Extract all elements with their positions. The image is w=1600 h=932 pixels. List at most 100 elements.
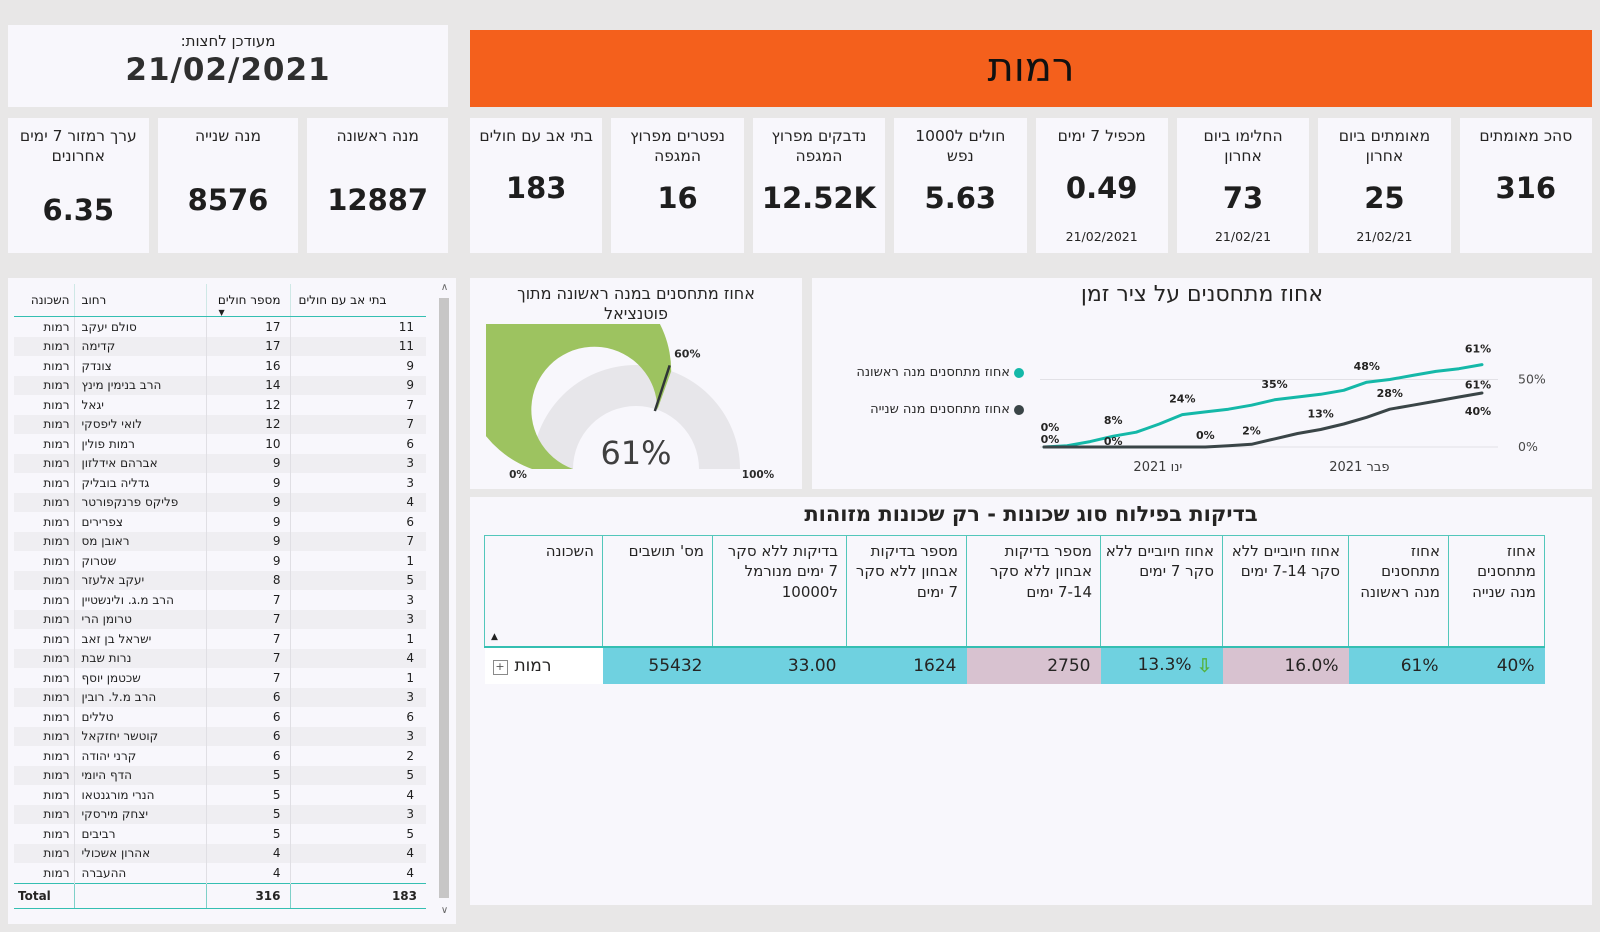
street-row[interactable]: רמות קוטשר יחזקאל 6 3	[14, 726, 426, 746]
street-row[interactable]: רמות קרני יהודה 6 2	[14, 746, 426, 766]
street-row[interactable]: רמות שטרוק 9 1	[14, 551, 426, 571]
street-cell: הנרי מורגנטאו	[73, 785, 206, 805]
streets-scrollbar[interactable]: ∧ ∨	[437, 282, 452, 916]
kpi-card-recovered-last-day[interactable]: החלימו ביום אחרון 73 21/02/21	[1176, 118, 1310, 253]
street-row[interactable]: רמות רמות פולין 10 6	[14, 434, 426, 454]
kpi-label: נדבקים מפרוץ המגפה	[771, 127, 867, 166]
street-row[interactable]: רמות שכטמן יוסף 7 1	[14, 668, 426, 688]
street-cell: 4	[289, 863, 426, 883]
scrollbar-thumb[interactable]	[439, 298, 449, 898]
col-header-first-dose-pct[interactable]: אחוז מתחסנים מנה ראשונה	[1348, 535, 1449, 648]
kpi-left-row: ערך רמזור 7 ימים אחרונים 6.35 מנה שנייה …	[8, 118, 449, 253]
street-cell: אהרון אשכולי	[73, 843, 206, 863]
col-header-neighborhood[interactable]: השכונה	[14, 284, 74, 317]
street-cell: 9	[289, 375, 426, 395]
timeline-chart-panel[interactable]: אחוז מתחסנים על ציר זמן אחוז מתחסנים מנה…	[812, 278, 1592, 489]
street-cell: 5	[205, 765, 290, 785]
updated-date: 21/02/2021	[125, 52, 331, 88]
street-cell: טרומן הרי	[73, 609, 206, 629]
street-row[interactable]: רמות נרות שבת 7 4	[14, 648, 426, 668]
street-cell: רמות	[43, 631, 70, 646]
kpi-subtext: 21/02/21	[1356, 229, 1413, 244]
street-cell: 5	[289, 765, 426, 785]
col-header-street[interactable]: רחוב	[73, 284, 206, 317]
street-cell: 7	[289, 531, 426, 551]
col-header-cases[interactable]: מספר חולים ▼	[205, 284, 290, 317]
sort-desc-icon[interactable]: ▼	[218, 308, 225, 317]
street-row[interactable]: רמות ההעברה 4 4	[14, 863, 426, 883]
street-row[interactable]: רמות אברהם אידלזון 9 3	[14, 453, 426, 473]
kpi-label: החלימו ביום אחרון	[1203, 127, 1283, 166]
kpi-card-deaths[interactable]: נפטרים מפרוץ המגפה 16	[611, 118, 744, 253]
col-header-households[interactable]: בתי אב עם חולים	[289, 284, 426, 317]
col-header-tests-normalized[interactable]: בדיקות ללא סקר 7 ימים מנורמל ל10000	[712, 535, 847, 648]
street-row[interactable]: רמות יגאל 12 7	[14, 395, 426, 415]
kpi-card-infected-total[interactable]: נדבקים מפרוץ המגפה 12.52K	[752, 118, 886, 253]
scroll-up-icon[interactable]: ∧	[440, 282, 449, 293]
kpi-value: 12.52K	[761, 180, 877, 215]
scroll-down-icon[interactable]: ∨	[440, 905, 449, 916]
region-banner-title: רמות	[987, 45, 1075, 91]
kpi-card-7day-multiplier[interactable]: מכפיל 7 ימים 0.49 21/02/2021	[1035, 118, 1168, 253]
col-header-neighborhood[interactable]: השכונה ▲	[484, 535, 603, 648]
street-cell: רמות	[43, 670, 70, 685]
tests-7-14d-cell: 2750	[966, 647, 1101, 684]
street-row[interactable]: רמות טללים 6 6	[14, 707, 426, 727]
kpi-card-households-with-cases[interactable]: בתי אב עם חולים 183	[470, 118, 603, 253]
street-row[interactable]: רמות יצחק מירסקי 5 3	[14, 804, 426, 824]
col-header-tests-7d[interactable]: מספר בדיקות אבחון ללא סקר 7 ימים	[846, 535, 967, 648]
street-row[interactable]: רמות הדף היומי 5 5	[14, 765, 426, 785]
sort-asc-icon[interactable]: ▲	[491, 631, 498, 642]
decrease-arrow-icon: ⇩	[1196, 655, 1213, 677]
svg-text:ינו 2021: ינו 2021	[1133, 460, 1182, 475]
svg-text:100%: 100%	[742, 469, 775, 481]
street-row[interactable]: רמות גדליה בובליק 9 3	[14, 473, 426, 493]
street-row[interactable]: רמות צונדק 16 9	[14, 356, 426, 376]
gauge-panel[interactable]: אחוז מתחסנים במנה ראשונה מתוך פוטנציאל 6…	[470, 278, 802, 489]
street-row[interactable]: רמות רביבים 5 5	[14, 824, 426, 844]
street-row[interactable]: רמות קדימה 17 11	[14, 336, 426, 356]
kpi-card-confirmed-total[interactable]: סהכ מאומתים 316	[1459, 118, 1592, 253]
svg-text:8%: 8%	[1104, 414, 1123, 427]
street-row[interactable]: רמות יעקב אלעזר 8 5	[14, 570, 426, 590]
kpi-card-first-dose[interactable]: מנה ראשונה 12887	[307, 118, 449, 253]
col-header-tests-7-14d[interactable]: מספר בדיקות אבחון ללא סקר 7-14 ימים	[966, 535, 1101, 648]
street-row[interactable]: רמות ראובן מס 9 7	[14, 531, 426, 551]
col-header-second-dose-pct[interactable]: אחוז מתחסנים מנה שנייה	[1448, 535, 1545, 648]
col-header-residents[interactable]: מס' תושבים	[602, 535, 713, 648]
street-row[interactable]: רמות סולם יעקב 17 11	[14, 316, 426, 337]
expand-button[interactable]: +	[492, 660, 508, 675]
streets-header-row: השכונה רחוב מספר חולים ▼ בתי אב עם חולים	[14, 284, 426, 317]
svg-text:35%: 35%	[1261, 378, 1287, 391]
street-row[interactable]: רמות הרב בנימין מינץ 14 9	[14, 375, 426, 395]
street-row[interactable]: רמות טרומן הרי 7 3	[14, 609, 426, 629]
legend-item-first-dose[interactable]: אחוז מתחסנים מנה ראשונה	[812, 365, 1034, 380]
street-row[interactable]: רמות ישראל בן זאב 7 1	[14, 629, 426, 649]
street-cell: 1	[289, 551, 426, 571]
street-cell: 9	[205, 531, 290, 551]
kpi-value: 16	[657, 180, 698, 215]
kpi-card-confirmed-last-day[interactable]: מאומתים ביום אחרון 25 21/02/21	[1318, 118, 1451, 253]
svg-text:61%: 61%	[600, 434, 671, 472]
legend-item-second-dose[interactable]: אחוז מתחסנים מנה שנייה	[812, 402, 1034, 417]
kpi-card-second-dose[interactable]: מנה שנייה 8576	[157, 118, 299, 253]
kpi-value: 6.35	[42, 192, 115, 227]
street-row[interactable]: רמות אהרון אשכולי 4 4	[14, 843, 426, 863]
street-cell: נרות שבת	[73, 648, 206, 668]
street-cell: 9	[205, 512, 290, 532]
svg-text:פבר 2021: פבר 2021	[1329, 460, 1389, 475]
street-row[interactable]: רמות הרב מ.ל. רובין 6 3	[14, 687, 426, 707]
street-row[interactable]: רמות הרב מ.ג. ולינשטיין 7 3	[14, 590, 426, 610]
street-row[interactable]: רמות צפרירים 9 6	[14, 512, 426, 532]
tests-data-row[interactable]: + רמות 55432 33.00 1624 2750 13.3% ⇩ 16.0%…	[484, 647, 1545, 684]
col-header-positive-7d[interactable]: אחוז חיוביים ללא סקר 7 ימים	[1100, 535, 1223, 648]
kpi-card-cases-per-1000[interactable]: חולים ל1000 נפש 5.63	[894, 118, 1027, 253]
street-row[interactable]: רמות פליקס פרנקפורטר 9 4	[14, 492, 426, 512]
street-cell: יגאל	[73, 395, 206, 415]
street-row[interactable]: רמות הנרי מורגנטאו 5 4	[14, 785, 426, 805]
col-header-positive-7-14d[interactable]: אחוז חיוביים ללא סקר 7-14 ימים	[1222, 535, 1349, 648]
kpi-card-traffic-light[interactable]: ערך רמזור 7 ימים אחרונים 6.35	[8, 118, 149, 253]
street-row[interactable]: רמות לואי ליפסקי 12 7	[14, 414, 426, 434]
tests-normalized-cell: 33.00	[712, 647, 847, 684]
street-cell: 4	[289, 785, 426, 805]
